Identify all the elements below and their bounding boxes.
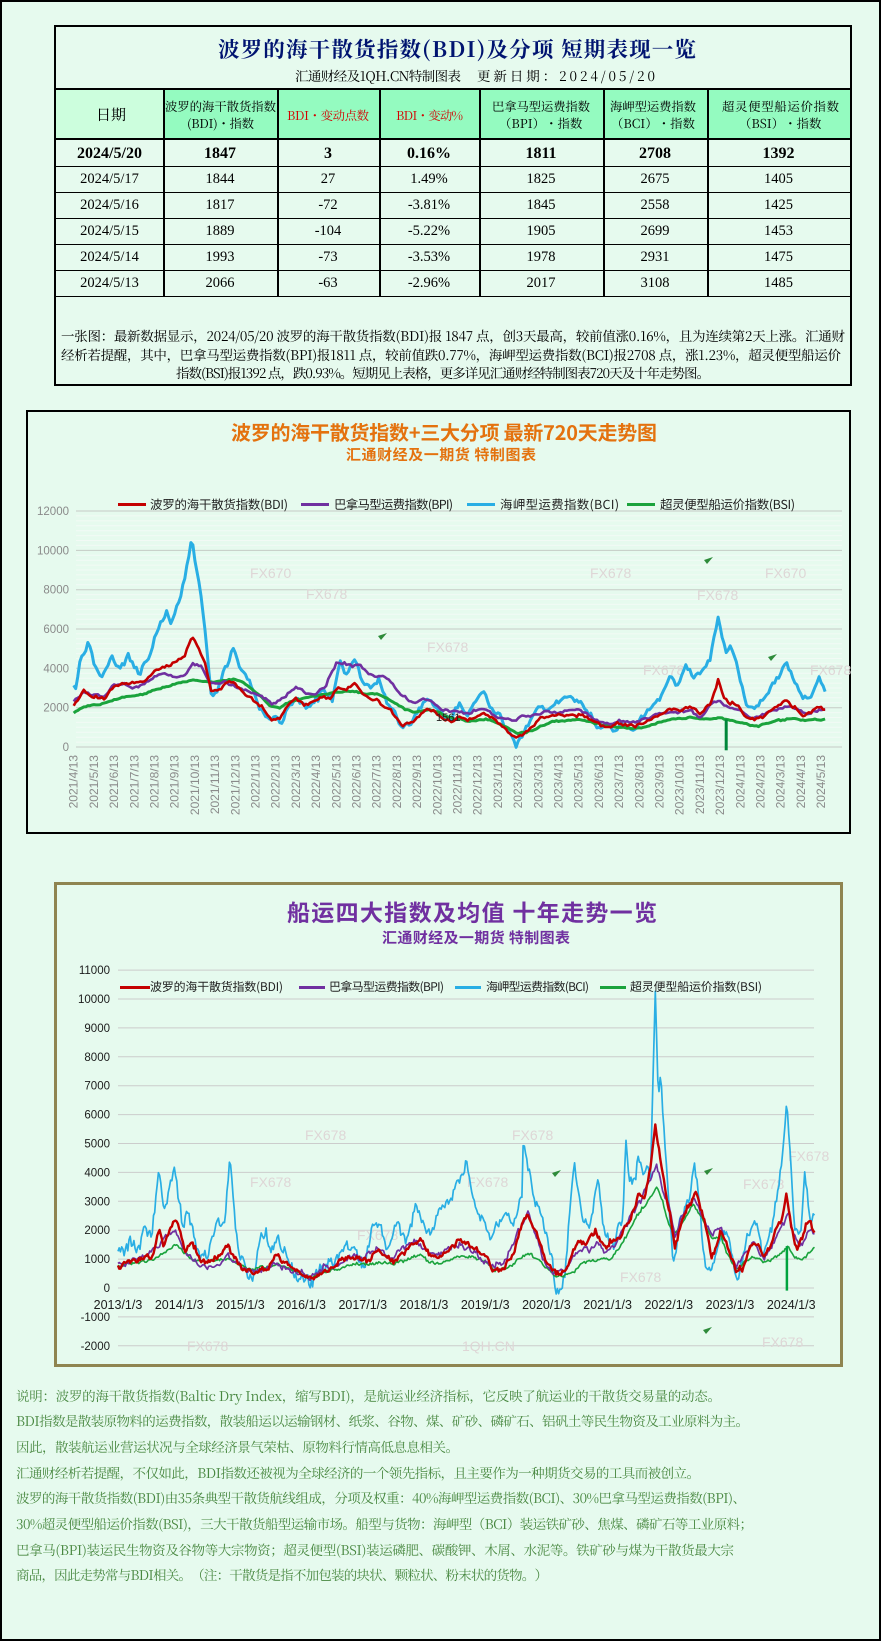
svg-text:2024/3/13: 2024/3/13 <box>774 755 788 809</box>
svg-text:1QH.CN: 1QH.CN <box>462 1338 515 1354</box>
svg-text:2022/12/13: 2022/12/13 <box>471 755 485 815</box>
svg-text:2021/7/13: 2021/7/13 <box>127 755 141 809</box>
svg-text:0: 0 <box>104 1283 110 1295</box>
svg-text:2022/4/13: 2022/4/13 <box>309 755 323 809</box>
svg-text:2021/12/13: 2021/12/13 <box>228 755 242 815</box>
svg-text:2022/6/13: 2022/6/13 <box>350 755 364 809</box>
svg-text:2022/11/13: 2022/11/13 <box>451 755 465 814</box>
svg-text:2024/5/13: 2024/5/13 <box>814 755 828 809</box>
svg-text:2023/9/13: 2023/9/13 <box>653 755 667 809</box>
svg-text:FX678: FX678 <box>810 662 851 678</box>
svg-text:2023/4/13: 2023/4/13 <box>552 755 566 809</box>
svg-text:2013/1/3: 2013/1/3 <box>94 1298 143 1312</box>
svg-text:2021/5/13: 2021/5/13 <box>87 755 101 809</box>
svg-text:2023/2/13: 2023/2/13 <box>511 755 525 809</box>
svg-text:2022/8/13: 2022/8/13 <box>390 755 404 809</box>
svg-text:2024/1/13: 2024/1/13 <box>733 755 747 809</box>
svg-text:10000: 10000 <box>78 994 110 1006</box>
svg-text:2000: 2000 <box>43 703 69 715</box>
svg-text:FX670: FX670 <box>250 565 291 581</box>
svg-text:2022/9/13: 2022/9/13 <box>410 755 424 809</box>
svg-text:2022/3/13: 2022/3/13 <box>289 755 303 809</box>
svg-text:2021/4/13: 2021/4/13 <box>67 755 81 809</box>
svg-text:2019/1/3: 2019/1/3 <box>461 1298 510 1312</box>
svg-text:FX678: FX678 <box>620 1269 661 1285</box>
svg-text:2021/11/13: 2021/11/13 <box>208 755 222 814</box>
svg-text:FX678: FX678 <box>590 565 631 581</box>
svg-text:2023/5/13: 2023/5/13 <box>572 755 586 809</box>
svg-text:5000: 5000 <box>84 1139 110 1151</box>
svg-text:2021/6/13: 2021/6/13 <box>107 755 121 809</box>
svg-text:FX670: FX670 <box>765 565 806 581</box>
svg-text:FX678: FX678 <box>467 1174 508 1190</box>
svg-text:FX678: FX678 <box>643 662 684 678</box>
svg-text:2021/10/13: 2021/10/13 <box>188 755 202 815</box>
svg-text:2023/1/3: 2023/1/3 <box>706 1298 755 1312</box>
svg-text:10000: 10000 <box>37 545 69 557</box>
svg-text:2023/3/13: 2023/3/13 <box>531 755 545 809</box>
svg-text:1561: 1561 <box>436 712 460 724</box>
svg-text:2023/6/13: 2023/6/13 <box>592 755 606 809</box>
svg-text:2022/5/13: 2022/5/13 <box>329 755 343 809</box>
svg-text:6000: 6000 <box>84 1110 110 1122</box>
svg-text:FX678: FX678 <box>743 1176 784 1192</box>
svg-text:2020/1/3: 2020/1/3 <box>522 1298 571 1312</box>
svg-text:2024/1/3: 2024/1/3 <box>767 1298 816 1312</box>
svg-text:2021/8/13: 2021/8/13 <box>148 755 162 809</box>
svg-text:4000: 4000 <box>43 663 69 675</box>
svg-text:1000: 1000 <box>84 1254 110 1266</box>
svg-text:2023/10/13: 2023/10/13 <box>673 755 687 815</box>
svg-text:0: 0 <box>63 742 69 754</box>
svg-text:2023/1/13: 2023/1/13 <box>491 755 505 809</box>
svg-text:FX678: FX678 <box>788 1148 829 1164</box>
svg-text:3000: 3000 <box>84 1196 110 1208</box>
svg-text:-1000: -1000 <box>81 1312 110 1324</box>
svg-text:2024/4/13: 2024/4/13 <box>794 755 808 809</box>
svg-text:-2000: -2000 <box>81 1341 110 1353</box>
svg-text:11000: 11000 <box>79 965 110 977</box>
svg-text:2015/1/3: 2015/1/3 <box>216 1298 265 1312</box>
svg-text:FX678: FX678 <box>250 1174 291 1190</box>
svg-text:2018/1/3: 2018/1/3 <box>400 1298 449 1312</box>
svg-text:2017/1/3: 2017/1/3 <box>338 1298 387 1312</box>
svg-text:2014/1/3: 2014/1/3 <box>155 1298 204 1312</box>
svg-text:7000: 7000 <box>84 1081 110 1093</box>
svg-text:2023/7/13: 2023/7/13 <box>612 755 626 809</box>
svg-text:2021/1/3: 2021/1/3 <box>583 1298 632 1312</box>
svg-text:FX678: FX678 <box>697 587 738 603</box>
svg-text:9000: 9000 <box>84 1023 110 1035</box>
svg-text:2022/10/13: 2022/10/13 <box>430 755 444 815</box>
svg-text:2000: 2000 <box>84 1225 110 1237</box>
svg-text:FX678: FX678 <box>306 586 347 602</box>
svg-text:8000: 8000 <box>43 585 69 597</box>
svg-text:8000: 8000 <box>84 1052 110 1064</box>
svg-text:4000: 4000 <box>84 1167 110 1179</box>
svg-text:FX678: FX678 <box>305 1127 346 1143</box>
svg-text:2022/2/13: 2022/2/13 <box>269 755 283 809</box>
svg-text:FX678: FX678 <box>512 1127 553 1143</box>
svg-text:FX678: FX678 <box>357 1227 398 1243</box>
svg-text:2022/7/13: 2022/7/13 <box>370 755 384 809</box>
svg-text:2022/1/13: 2022/1/13 <box>249 755 263 809</box>
svg-text:FX678: FX678 <box>427 639 468 655</box>
svg-text:6000: 6000 <box>43 624 69 636</box>
svg-text:2023/12/13: 2023/12/13 <box>713 755 727 815</box>
svg-text:FX678: FX678 <box>187 1338 228 1354</box>
svg-text:2023/8/13: 2023/8/13 <box>632 755 646 809</box>
svg-text:2021/9/13: 2021/9/13 <box>168 755 182 809</box>
svg-text:2022/1/3: 2022/1/3 <box>644 1298 693 1312</box>
svg-text:FX678: FX678 <box>762 1334 803 1350</box>
svg-text:2024/2/13: 2024/2/13 <box>754 755 768 809</box>
svg-text:2016/1/3: 2016/1/3 <box>277 1298 326 1312</box>
svg-text:2023/11/13: 2023/11/13 <box>693 755 707 814</box>
svg-text:12000: 12000 <box>37 506 69 518</box>
